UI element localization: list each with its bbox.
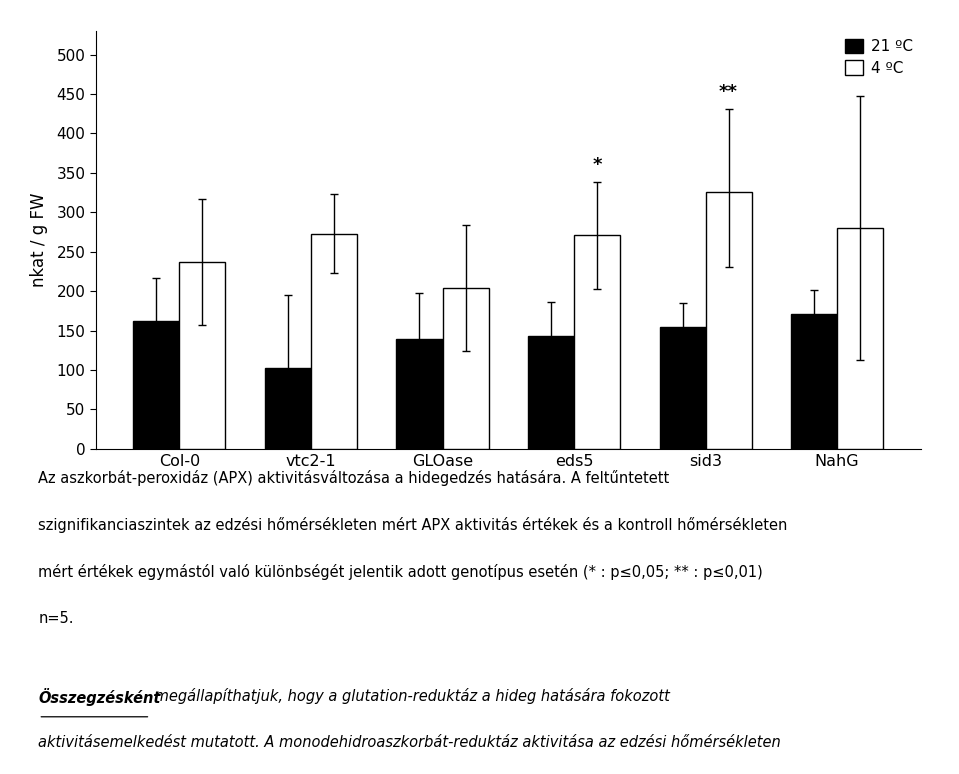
Bar bbox=[837, 228, 883, 449]
Text: szignifikanciaszintek az edzési hőmérsékleten mért APX aktivitás értékek és a ko: szignifikanciaszintek az edzési hőmérsék… bbox=[38, 517, 787, 533]
Text: Összegzésként: Összegzésként bbox=[38, 688, 161, 706]
Bar bbox=[528, 336, 574, 449]
Text: megállapíthatjuk, hogy a glutation-reduktáz a hideg hatására fokozott: megállapíthatjuk, hogy a glutation-reduk… bbox=[151, 688, 670, 704]
Bar bbox=[706, 192, 752, 449]
Text: n=5.: n=5. bbox=[38, 611, 74, 626]
Legend: 21 ºC, 4 ºC: 21 ºC, 4 ºC bbox=[845, 39, 913, 76]
Text: *: * bbox=[593, 156, 602, 173]
Bar bbox=[311, 234, 357, 449]
Bar bbox=[660, 327, 706, 449]
Text: aktivitásemelkedést mutatott. A monodehidroaszkorbát-reduktáz aktivitása az edzé: aktivitásemelkedést mutatott. A monodehi… bbox=[38, 735, 782, 749]
Bar bbox=[133, 321, 179, 449]
Bar bbox=[574, 235, 620, 449]
Y-axis label: nkat / g FW: nkat / g FW bbox=[30, 193, 48, 287]
Bar bbox=[265, 368, 311, 449]
Bar bbox=[396, 338, 442, 449]
Text: mért értékek egymástól való különbségét jelentik adott genotípus esetén (* : p≤0: mért értékek egymástól való különbségét … bbox=[38, 564, 763, 580]
Bar bbox=[791, 314, 837, 449]
Text: **: ** bbox=[719, 83, 738, 101]
Text: Az aszkorbát-peroxidáz (APX) aktivitásváltozása a hidegedzés hatására. A feltűnt: Az aszkorbát-peroxidáz (APX) aktivitásvá… bbox=[38, 471, 669, 486]
Bar bbox=[179, 262, 225, 449]
Bar bbox=[442, 288, 488, 449]
